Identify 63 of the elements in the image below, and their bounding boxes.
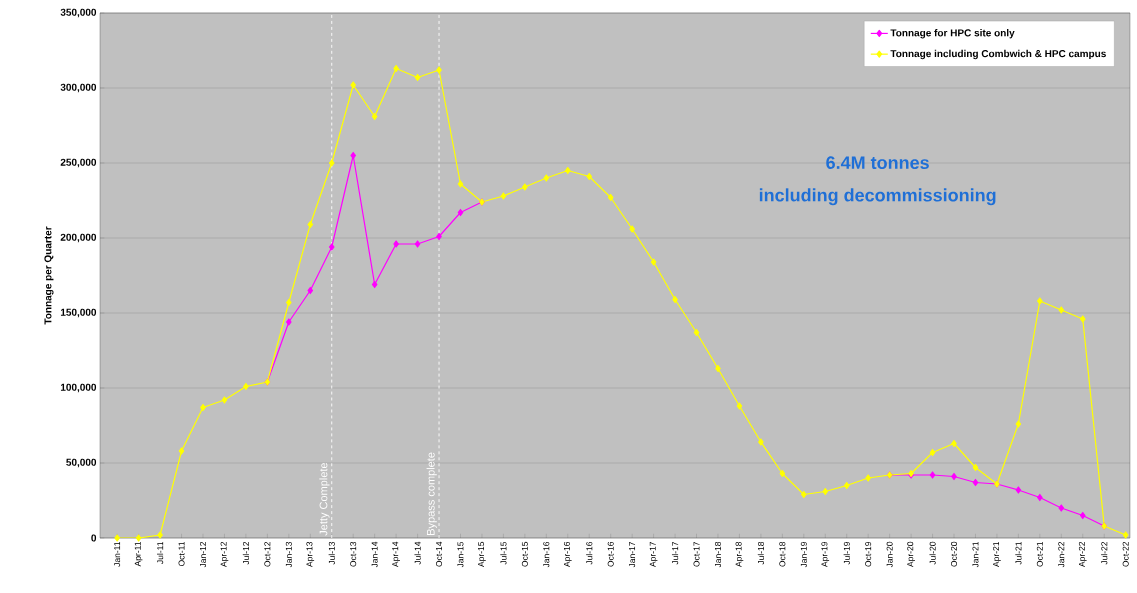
- x-tick-label: Jul-17: [671, 541, 679, 565]
- x-tick-label: Jan-16: [543, 541, 550, 568]
- x-tick-label: Apr-14: [392, 541, 400, 568]
- x-tick-label: Oct-16: [607, 541, 614, 567]
- x-tick-label: Oct-20: [951, 541, 958, 567]
- x-tick-label: Apr-22: [1078, 541, 1087, 568]
- x-tick-label: Apr-13: [306, 541, 315, 568]
- x-tick-label: Jul-22: [1101, 541, 1108, 565]
- x-tick-label: Oct-12: [264, 541, 271, 567]
- y-tick-label: 200,000: [60, 233, 97, 243]
- x-tick-label: Jan-11: [114, 541, 121, 567]
- x-tick-label: Jul-14: [414, 541, 421, 565]
- x-tick-label: Oct-19: [865, 541, 872, 567]
- y-tick-label: 50,000: [66, 458, 97, 468]
- x-tick-label: Apr-16: [563, 541, 572, 568]
- x-tick-label: Oct-18: [779, 541, 786, 567]
- x-tick-label: Jul-11: [156, 541, 164, 564]
- x-tick-label: Apr-18: [735, 541, 744, 568]
- x-tick-label: Jan-18: [714, 541, 721, 568]
- annotation: 6.4M tonnes: [826, 156, 929, 169]
- y-tick-label: 0: [91, 534, 97, 542]
- y-tick-label: 150,000: [60, 308, 97, 318]
- x-tick-label: Jan-21: [972, 541, 979, 568]
- x-tick-label: Apr-20: [907, 541, 915, 568]
- y-tick-label: 250,000: [60, 158, 97, 168]
- x-tick-label: Apr-19: [821, 541, 830, 568]
- y-tick-label: 100,000: [60, 383, 97, 393]
- x-tick-label: Jul-12: [242, 541, 250, 565]
- x-tick-label: Jul-21: [1015, 541, 1022, 565]
- annotation: including decommissioning: [759, 188, 996, 206]
- y-tick-label: 300,000: [60, 83, 97, 93]
- x-tick-label: Jul-13: [328, 541, 335, 565]
- x-tick-label: Oct-15: [521, 541, 528, 567]
- x-tick-label: Jan-17: [629, 541, 636, 568]
- y-tick-label: 350,000: [60, 8, 97, 18]
- x-tick-label: Apr-12: [220, 541, 229, 568]
- x-tick-label: Oct-13: [350, 541, 357, 567]
- ref-line-label: Bypass complete: [426, 452, 437, 535]
- legend-label: Tonnage for HPC site only: [890, 29, 1015, 39]
- x-tick-label: Jul-19: [843, 541, 850, 565]
- x-tick-label: Oct-21: [1036, 541, 1043, 567]
- x-tick-label: Jul-15: [500, 541, 507, 565]
- x-tick-label: Apr-15: [478, 541, 486, 568]
- x-tick-label: Jul-18: [757, 541, 765, 565]
- y-axis-title: Tonnage per Quarter: [44, 226, 54, 325]
- x-tick-label: Apr-21: [993, 541, 1001, 568]
- x-tick-label: Jan-14: [371, 541, 378, 568]
- x-tick-label: Oct-17: [693, 541, 700, 567]
- x-tick-label: Oct-14: [436, 541, 443, 567]
- x-tick-label: Jul-16: [586, 541, 593, 565]
- legend-label: Tonnage including Combwich & HPC campus: [890, 49, 1106, 60]
- x-tick-label: Apr-11: [134, 541, 143, 567]
- x-tick-label: Oct-22: [1122, 541, 1129, 567]
- x-tick-label: Apr-17: [649, 541, 658, 568]
- x-tick-label: Jan-22: [1058, 541, 1065, 568]
- x-tick-label: Oct-11: [178, 541, 185, 566]
- x-tick-label: Jan-20: [886, 541, 893, 568]
- x-tick-label: Jan-12: [199, 541, 206, 568]
- x-tick-label: Jan-13: [285, 541, 292, 568]
- x-tick-label: Jan-19: [800, 541, 807, 568]
- ref-line-label: Jetty Complete: [319, 462, 330, 536]
- x-tick-label: Jan-15: [457, 541, 464, 568]
- x-tick-label: Jul-20: [929, 541, 936, 565]
